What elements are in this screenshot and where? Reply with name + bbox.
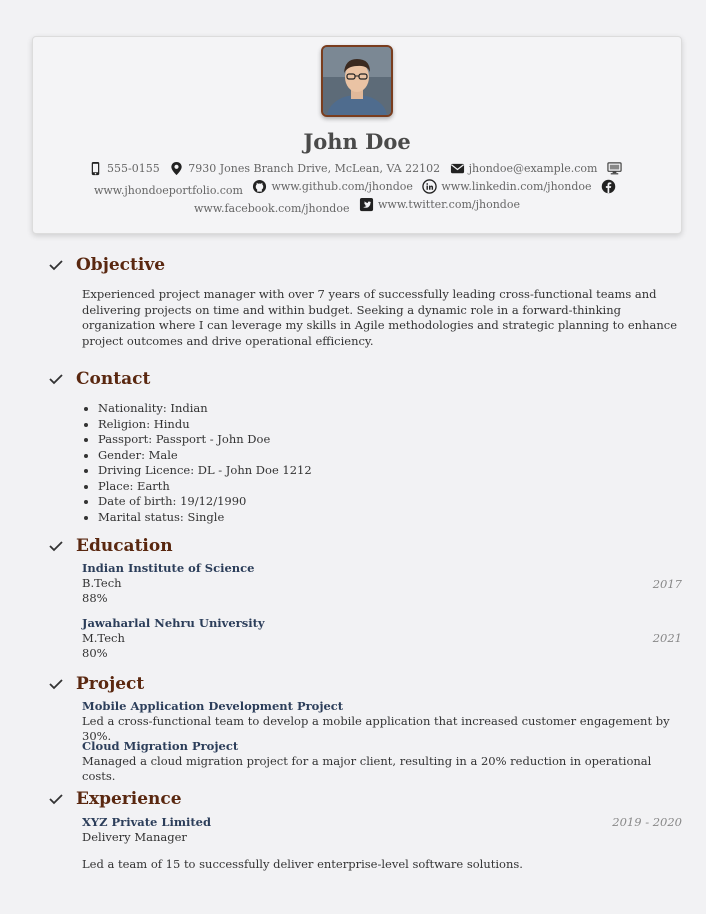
twitter-icon [359, 197, 374, 212]
facebook-item[interactable]: www.facebook.com/jhondoe [194, 202, 349, 215]
school-name: Indian Institute of Science [82, 561, 255, 575]
section-experience-title: Experience [48, 789, 182, 809]
twitter-text: www.twitter.com/jhondoe [377, 198, 520, 211]
portfolio-icon-item[interactable] [607, 161, 626, 176]
list-item: Gender: Male [98, 448, 312, 464]
location-pin-icon [171, 161, 182, 176]
project-entry: Mobile Application Development Project L… [82, 699, 682, 744]
section-objective-title: Objective [48, 255, 165, 275]
list-item: Nationality: Indian [98, 401, 312, 417]
phone-item[interactable]: 555-0155 [88, 161, 160, 176]
list-item: Place: Earth [98, 479, 312, 495]
email-item[interactable]: jhondoe@example.com [450, 161, 598, 176]
github-text: www.github.com/jhondoe [271, 180, 413, 193]
section-education-title: Education [48, 536, 173, 556]
project-desc: Led a cross-functional team to develop a… [82, 714, 670, 743]
section-title-text: Contact [76, 369, 151, 389]
role: Delivery Manager [82, 830, 187, 844]
header-card: John Doe 555-0155 7930 Jones Branch Driv… [32, 36, 682, 234]
portfolio-text: www.jhondoeportfolio.com [93, 184, 243, 197]
period: 2019 - 2020 [612, 815, 682, 829]
list-item: Marital status: Single [98, 510, 312, 526]
facebook-text: www.facebook.com/jhondoe [194, 202, 350, 215]
section-project-title: Project [48, 674, 144, 694]
contact-list: Nationality: Indian Religion: Hindu Pass… [82, 401, 312, 525]
github-icon [253, 179, 267, 194]
envelope-icon [450, 163, 464, 174]
section-contact-title: Contact [48, 369, 150, 389]
check-icon [49, 794, 63, 805]
section-title-text: Objective [76, 255, 166, 275]
company-name: XYZ Private Limited [82, 815, 212, 829]
degree: M.Tech [82, 631, 125, 645]
section-title-text: Education [76, 536, 173, 556]
project-name: Cloud Migration Project [82, 739, 239, 753]
project-desc: Managed a cloud migration project for a … [82, 754, 652, 783]
school-name: Jawaharlal Nehru University [82, 616, 265, 630]
portfolio-item[interactable]: www.jhondoeportfolio.com [94, 184, 243, 197]
list-item: Date of birth: 19/12/1990 [98, 494, 312, 510]
check-icon [49, 679, 63, 690]
year: 2021 [652, 631, 682, 645]
facebook-icon-item[interactable] [601, 179, 620, 194]
section-title-text: Experience [76, 789, 182, 809]
linkedin-item[interactable]: www.linkedin.com/jhondoe [422, 179, 592, 194]
profile-photo [323, 47, 391, 115]
list-item: Religion: Hindu [98, 417, 312, 433]
education-entry: Indian Institute of Science B.Tech 2017 … [82, 561, 682, 606]
facebook-icon [601, 179, 616, 194]
address-item[interactable]: 7930 Jones Branch Drive, McLean, VA 2210… [169, 161, 440, 176]
email-text: jhondoe@example.com [468, 162, 598, 175]
check-icon [49, 374, 63, 385]
address-text: 7930 Jones Branch Drive, McLean, VA 2210… [188, 162, 441, 175]
contact-line-3: www.facebook.com/jhondoe www.twitter.com… [33, 197, 681, 215]
project-entry: Cloud Migration Project Managed a cloud … [82, 739, 682, 784]
avatar [321, 45, 393, 117]
score: 80% [82, 646, 108, 660]
project-name: Mobile Application Development Project [82, 699, 344, 713]
list-item: Driving Licence: DL - John Doe 1212 [98, 463, 312, 479]
year: 2017 [652, 577, 682, 591]
section-title-text: Project [76, 674, 145, 694]
objective-text: Experienced project manager with over 7 … [82, 287, 678, 348]
experience-desc: Led a team of 15 to successfully deliver… [82, 857, 523, 871]
linkedin-icon [422, 179, 438, 194]
linkedin-text: www.linkedin.com/jhondoe [441, 180, 592, 193]
phone-icon [91, 161, 100, 176]
degree: B.Tech [82, 576, 122, 590]
github-item[interactable]: www.github.com/jhondoe [252, 179, 413, 194]
education-entry: Jawaharlal Nehru University M.Tech 2021 … [82, 616, 682, 661]
check-icon [49, 260, 63, 271]
monitor-icon [607, 162, 622, 175]
full-name: John Doe [303, 129, 411, 154]
twitter-item[interactable]: www.twitter.com/jhondoe [359, 197, 520, 212]
score: 88% [82, 591, 108, 605]
phone-text: 555-0155 [107, 162, 160, 175]
contact-line-2: www.jhondoeportfolio.com www.github.com/… [33, 179, 681, 197]
list-item: Passport: Passport - John Doe [98, 432, 312, 448]
experience-entry: XYZ Private Limited 2019 - 2020 Delivery… [82, 815, 682, 872]
check-icon [49, 541, 63, 552]
contact-line-1: 555-0155 7930 Jones Branch Drive, McLean… [33, 161, 681, 179]
